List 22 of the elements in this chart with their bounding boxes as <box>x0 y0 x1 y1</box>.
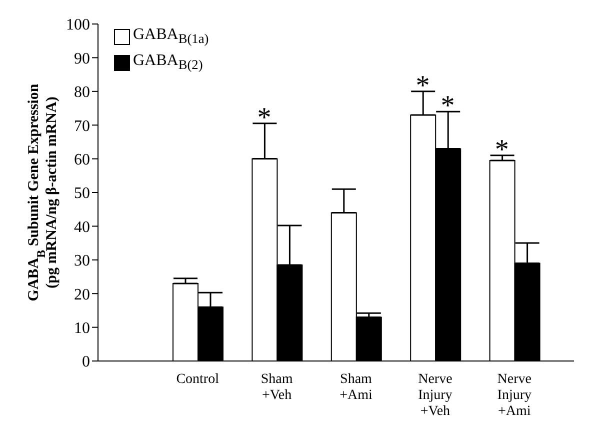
y-tick-label: 20 <box>74 286 90 304</box>
y-tick-label: 40 <box>74 218 90 236</box>
annotation: * <box>257 102 272 134</box>
x-tick-label: Nerve Injury +Ami <box>497 372 532 419</box>
annotation: * <box>494 134 509 166</box>
x-tick-label: Control <box>176 372 220 387</box>
y-tick-label: 80 <box>74 84 90 102</box>
y-tick-label: 30 <box>74 252 90 270</box>
y-tick-label: 60 <box>74 151 90 168</box>
legend-label: GABA$_{B(2)}$ <box>133 51 203 74</box>
y-tick-label: 90 <box>74 50 90 68</box>
y-tick-label: 10 <box>74 320 90 337</box>
y-tick-label: 70 <box>74 118 90 135</box>
annotation: * <box>416 70 430 102</box>
y-tick-label: 50 <box>74 185 90 202</box>
legend-label: GABA$_{B(1a)}$ <box>133 25 209 48</box>
x-tick-label: Sham +Ami <box>340 372 372 403</box>
y-tick-label: 100 <box>66 16 90 34</box>
x-tick-label: Sham +Veh <box>260 372 293 403</box>
annotation: * <box>440 90 455 122</box>
x-tick-label: Nerve Injury +Veh <box>418 372 452 419</box>
y-tick-label: 0 <box>82 354 90 371</box>
